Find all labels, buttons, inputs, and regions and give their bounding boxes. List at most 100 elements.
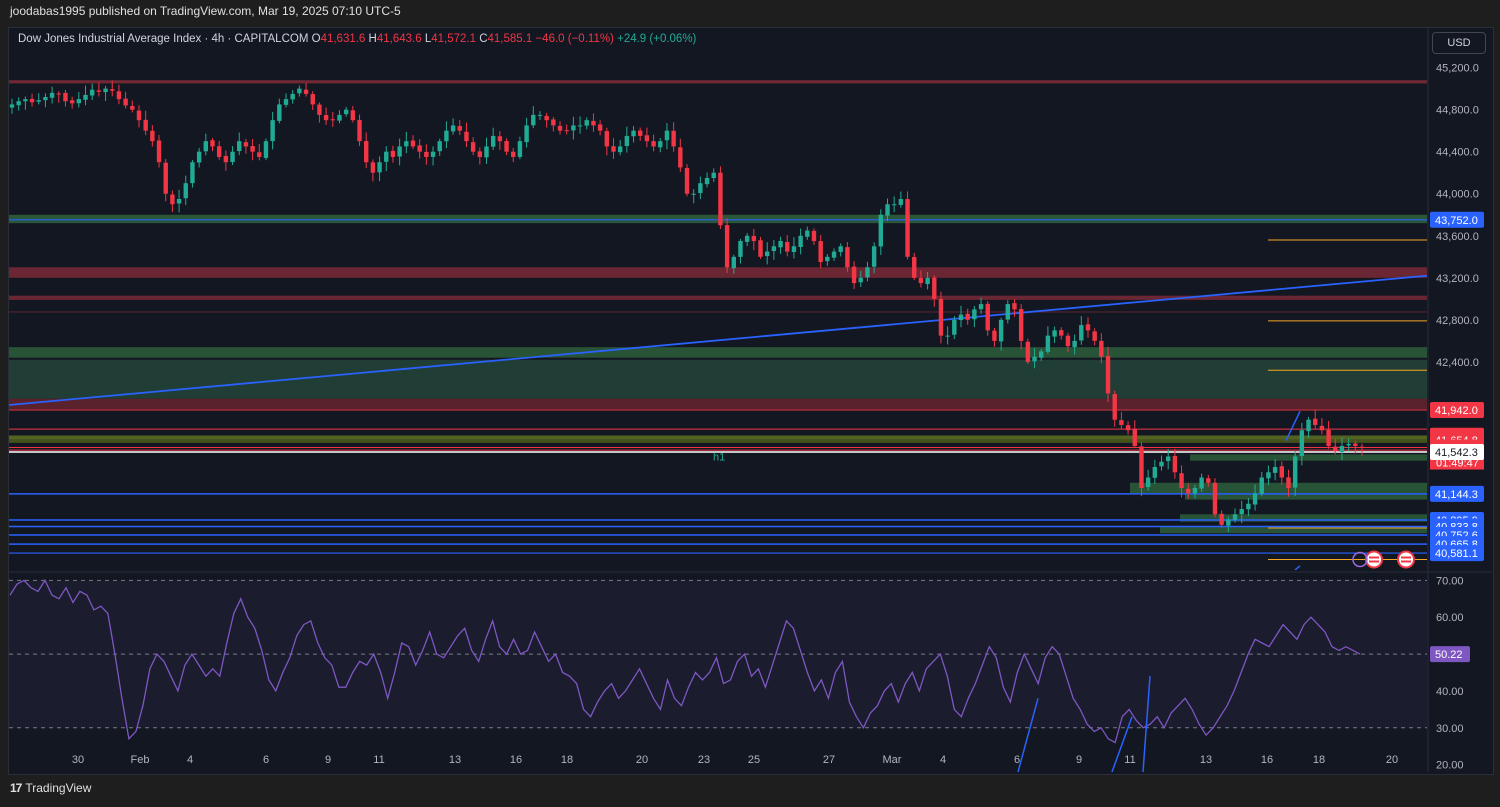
candle-body: [63, 92, 68, 102]
candle-body: [1246, 503, 1251, 510]
candle-body: [103, 88, 108, 93]
candle-body: [270, 120, 275, 142]
price-label-text: 43,752.0: [1435, 215, 1478, 227]
demand-zone: [9, 347, 1427, 358]
candle-body: [263, 141, 269, 158]
candle-body: [176, 198, 182, 204]
us-flag-stripe-icon: [1369, 556, 1379, 559]
time-tick-label: 13: [1200, 754, 1212, 766]
candle-body: [564, 130, 569, 132]
candle-body: [156, 140, 162, 163]
rsi-tick-label: 20.00: [1436, 760, 1464, 772]
candle-body: [283, 99, 289, 105]
rsi-tick-label: 70.00: [1436, 575, 1464, 587]
resistance-zone: [9, 311, 1427, 313]
candle-body: [651, 141, 656, 147]
candle-body: [150, 130, 155, 142]
candle-layer: [9, 80, 1365, 532]
price-tick-label: 43,200.0: [1436, 273, 1479, 285]
candle-body: [1259, 477, 1264, 494]
candle-body: [1339, 445, 1345, 453]
candle-body: [724, 225, 730, 268]
time-tick-label: 30: [72, 754, 84, 766]
supply-zone: [9, 214, 1427, 224]
candle-body: [1132, 429, 1137, 446]
candle-body: [932, 277, 937, 299]
price-tick-label: 44,400.0: [1436, 147, 1479, 159]
candle-body: [771, 246, 777, 252]
candle-body: [1172, 455, 1178, 473]
candle-body: [424, 151, 429, 157]
candle-body: [417, 145, 422, 152]
candle-body: [49, 92, 55, 98]
candle-body: [1292, 456, 1298, 488]
drawing-stroke: [1285, 410, 1301, 442]
candle-body: [216, 146, 222, 157]
candle-body: [1353, 443, 1358, 446]
candle-body: [1012, 303, 1017, 310]
candle-body: [317, 104, 322, 115]
candle-body: [390, 150, 396, 157]
candle-body: [43, 97, 48, 101]
candle-body: [992, 330, 997, 341]
candle-body: [1159, 461, 1164, 467]
candle-body: [1239, 509, 1244, 515]
candle-body: [377, 162, 382, 173]
candle-body: [56, 93, 61, 95]
candle-body: [644, 135, 650, 142]
candle-body: [457, 126, 462, 131]
rsi-drawing-stroke: [1017, 698, 1039, 773]
candle-body: [1226, 519, 1231, 526]
candle-body: [497, 136, 503, 142]
price-label: 41,542.3: [1430, 444, 1484, 461]
candle-body: [557, 125, 563, 131]
candle-body: [671, 130, 676, 147]
candle-body: [1206, 478, 1211, 483]
candle-body: [357, 119, 362, 142]
candle-body: [617, 146, 623, 153]
candle-body: [1032, 356, 1037, 362]
demand-zone: [1160, 526, 1427, 534]
candle-body: [110, 89, 115, 91]
candle-body: [631, 130, 636, 137]
candle-body: [658, 141, 663, 148]
time-tick-label: 9: [1076, 754, 1082, 766]
candle-body: [143, 119, 148, 131]
candle-body: [203, 141, 209, 152]
candle-body: [290, 93, 295, 100]
annotation-h1: h1: [713, 452, 725, 464]
candle-body: [945, 335, 950, 337]
currency-button[interactable]: USD: [1432, 32, 1486, 54]
time-tick-label: Mar: [883, 754, 902, 766]
change-value: −46.0 (−0.11%): [535, 33, 614, 45]
candle-body: [965, 313, 970, 320]
time-tick-label: 16: [1261, 754, 1273, 766]
candle-body: [310, 94, 315, 105]
candle-body: [851, 266, 857, 284]
resistance-zone: [9, 80, 1427, 84]
rsi-band-fill: [9, 580, 1427, 728]
candle-body: [430, 151, 436, 157]
candle-body: [544, 115, 549, 121]
time-tick-label: 18: [1313, 754, 1325, 766]
resistance-zone: [9, 295, 1427, 300]
price-label-box: [1430, 545, 1484, 562]
demand-zone: [1180, 514, 1427, 522]
candle-body: [878, 214, 884, 247]
rsi-drawing-stroke: [1142, 676, 1151, 773]
candle-body: [551, 119, 556, 126]
candle-body: [303, 89, 309, 94]
candle-body: [343, 109, 349, 115]
candle-body: [29, 98, 35, 103]
candle-body: [450, 125, 456, 132]
candle-body: [1079, 325, 1084, 341]
high-label: H: [368, 33, 377, 45]
symbol-title[interactable]: Dow Jones Industrial Average Index · 4h …: [18, 33, 309, 45]
candle-body: [1232, 514, 1238, 520]
candle-body: [470, 142, 476, 152]
candle-body: [323, 115, 329, 121]
candle-body: [490, 135, 496, 147]
candle-body: [818, 241, 823, 263]
candle-body: [731, 256, 736, 269]
